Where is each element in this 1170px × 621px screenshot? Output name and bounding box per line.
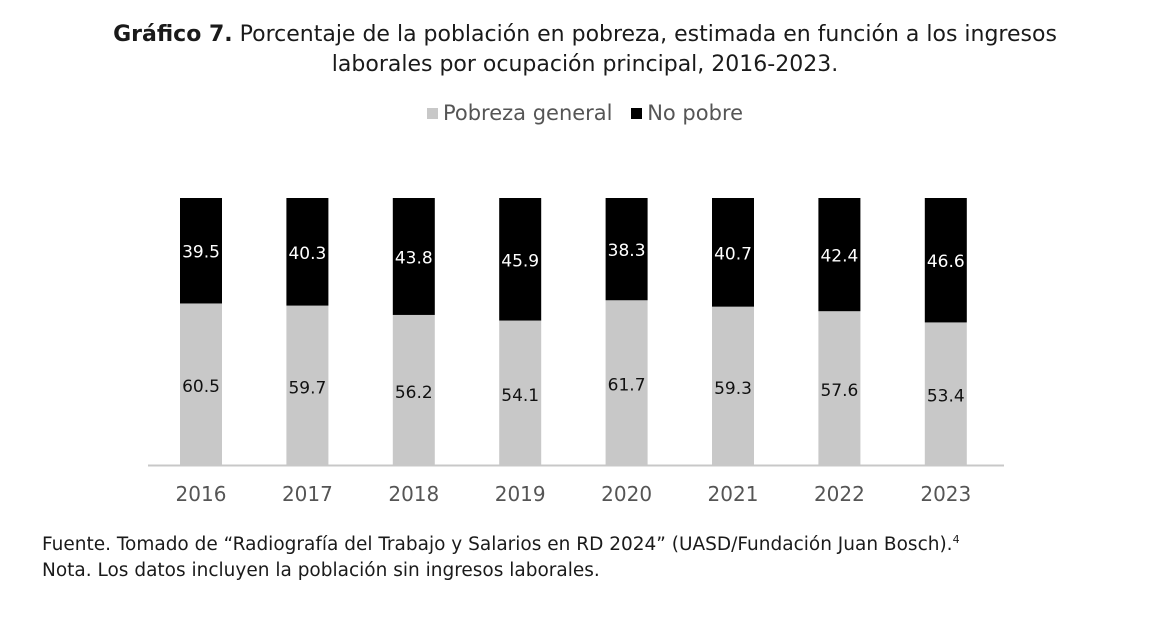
bar-no-pobre-2016: [180, 198, 222, 304]
x-tick-label-2019: 2019: [495, 482, 546, 506]
note-line: Nota. Los datos incluyen la población si…: [42, 560, 600, 582]
bar-pobreza-2018: [392, 314, 435, 465]
bar-pobreza-2022: [818, 311, 861, 465]
bar-no-pobre-2023: [924, 198, 967, 323]
data-label-no-pobre-2020: 38.3: [608, 241, 646, 261]
bar-pobreza-2020: [605, 300, 648, 465]
data-label-pobreza-2019: 54.1: [501, 386, 539, 406]
x-tick-label-2022: 2022: [814, 482, 865, 506]
legend-label-no-pobre: No pobre: [647, 101, 744, 125]
x-tick-label-2017: 2017: [282, 482, 333, 506]
x-tick-label-2021: 2021: [708, 482, 759, 506]
source-text: Fuente. Tomado de “Radiografía del Traba…: [42, 534, 953, 556]
chart-title-prefix: Gráfico 7.: [113, 22, 233, 47]
legend-swatch-pobreza: [426, 108, 438, 119]
data-label-no-pobre-2019: 45.9: [501, 251, 539, 271]
bar-pobreza-2021: [712, 306, 754, 465]
legend-item-no-pobre: No pobre: [631, 101, 743, 125]
chart-legend: Pobreza general No pobre: [0, 101, 1170, 125]
bar-no-pobre-2019: [499, 198, 542, 321]
chart-footnote: Fuente. Tomado de “Radiografía del Traba…: [42, 527, 960, 584]
source-line: Fuente. Tomado de “Radiografía del Traba…: [42, 527, 960, 558]
data-label-no-pobre-2021: 40.7: [714, 244, 752, 264]
bar-no-pobre-2017: [286, 198, 329, 306]
bar-no-pobre-2020: [605, 198, 648, 301]
x-tick-label-2018: 2018: [388, 482, 439, 506]
chart-title-line-2: laborales por ocupación principal, 2016-…: [331, 52, 839, 77]
x-tick-label-2020: 2020: [601, 482, 652, 506]
bar-pobreza-2016: [180, 303, 222, 465]
data-label-pobreza-2018: 56.2: [395, 383, 433, 403]
bar-pobreza-2023: [924, 322, 967, 465]
x-tick-label-2023: 2023: [920, 482, 971, 506]
bar-pobreza-2017: [286, 305, 329, 465]
legend-swatch-no-pobre: [631, 108, 643, 119]
bar-no-pobre-2021: [712, 198, 754, 307]
data-label-pobreza-2016: 60.5: [182, 377, 220, 397]
data-label-pobreza-2022: 57.6: [820, 381, 858, 401]
source-footnote-ref: 4: [952, 533, 960, 546]
data-label-pobreza-2021: 59.3: [714, 379, 752, 399]
data-label-pobreza-2017: 59.7: [288, 378, 326, 398]
bar-pobreza-2019: [499, 320, 542, 465]
data-label-no-pobre-2017: 40.3: [288, 244, 326, 264]
data-label-no-pobre-2018: 43.8: [395, 248, 433, 268]
legend-item-pobreza: Pobreza general: [426, 101, 613, 125]
data-label-pobreza-2023: 53.4: [927, 387, 965, 407]
bar-no-pobre-2018: [392, 198, 435, 315]
bar-no-pobre-2022: [818, 198, 861, 312]
chart-title: Gráfico 7. Porcentaje de la población en…: [0, 20, 1170, 80]
chart-title-line-1: Gráfico 7. Porcentaje de la población en…: [0, 20, 1170, 50]
data-label-no-pobre-2023: 46.6: [927, 252, 965, 272]
data-label-no-pobre-2016: 39.5: [182, 243, 220, 263]
data-label-no-pobre-2022: 42.4: [820, 247, 858, 267]
chart-title-text: Porcentaje de la población en pobreza, e…: [232, 22, 1057, 47]
legend-label-pobreza: Pobreza general: [442, 101, 613, 125]
x-tick-label-2016: 2016: [176, 482, 227, 506]
data-label-pobreza-2020: 61.7: [608, 376, 646, 396]
